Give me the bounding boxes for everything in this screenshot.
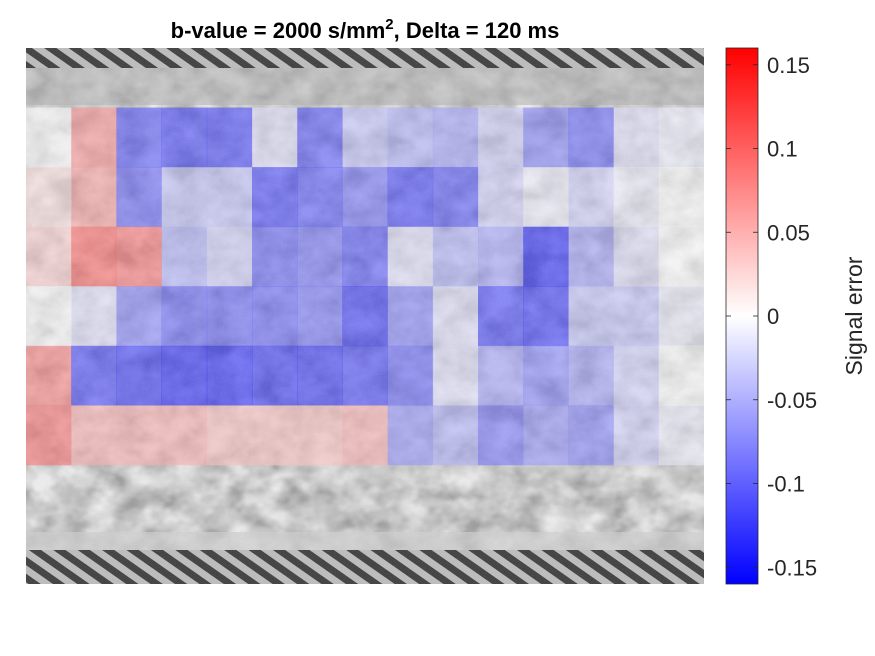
chart-title-superscript: 2 xyxy=(385,16,393,33)
colorbar-gradient xyxy=(725,47,759,585)
colorbar-tick-label-5: -0.1 xyxy=(767,472,805,497)
colorbar-tick-label-6: -0.15 xyxy=(767,555,817,580)
image-panel xyxy=(26,48,704,584)
colorbar-tick-label-4: -0.05 xyxy=(767,388,817,413)
colorbar-label: Signal error xyxy=(841,256,867,375)
colorbar-ticks: 0.15 0.1 0.05 0 -0.05 -0.1 -0.15 xyxy=(726,53,817,580)
colorbar: 0.15 0.1 0.05 0 -0.05 -0.1 -0.15 Signal error xyxy=(725,47,867,585)
colorbar-tick-label-1: 0.1 xyxy=(767,137,798,162)
colorbar-tick-label-2: 0.05 xyxy=(767,220,810,245)
colorbar-tick-label-3: 0 xyxy=(767,304,779,329)
chart-title-rest: , Delta = 120 ms xyxy=(394,18,560,43)
chart-title-main: b-value = 2000 s/mm xyxy=(171,18,386,43)
chart-title: b-value = 2000 s/mm2, Delta = 120 ms xyxy=(171,16,560,43)
colorbar-tick-label-0: 0.15 xyxy=(767,53,810,78)
grain-overlay xyxy=(26,48,704,584)
